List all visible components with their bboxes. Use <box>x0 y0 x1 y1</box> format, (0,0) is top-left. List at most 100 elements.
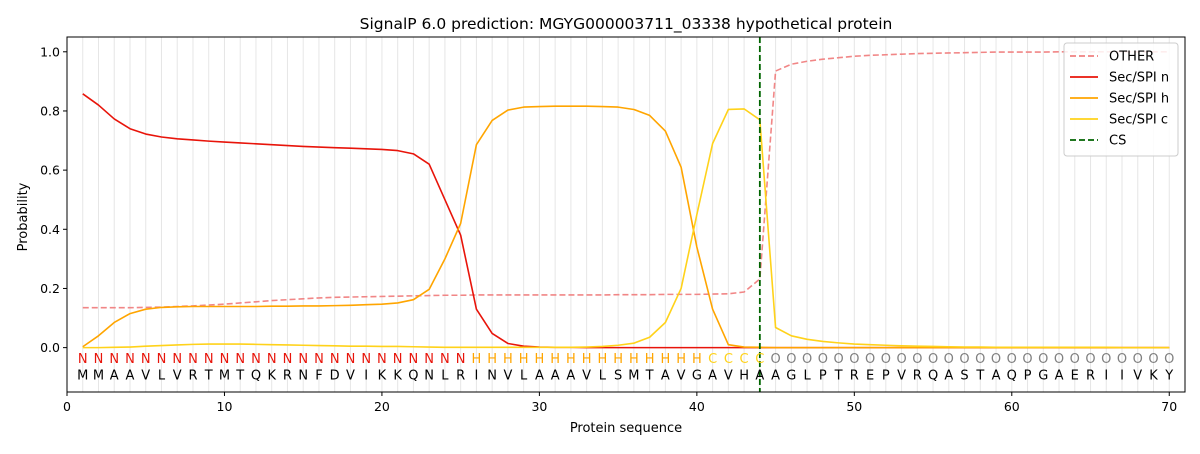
residue-label: M <box>628 369 639 384</box>
residue-label: K <box>378 369 387 384</box>
region-label: O <box>833 352 843 367</box>
region-label: O <box>1022 352 1032 367</box>
residue-label: K <box>393 369 402 384</box>
region-label: N <box>78 352 88 367</box>
legend: OTHER Sec/SPI n Sec/SPI h Sec/SPI c CS <box>1063 42 1179 157</box>
region-label: N <box>204 352 214 367</box>
residue-label: G <box>692 369 702 384</box>
region-label: N <box>330 352 340 367</box>
residue-label: V <box>724 369 733 384</box>
residue-label: Y <box>1164 369 1173 384</box>
residue-label: V <box>582 369 591 384</box>
residue-label: I <box>1104 369 1108 384</box>
residue-label: M <box>93 369 104 384</box>
region-label: O <box>1164 352 1174 367</box>
region-label: H <box>472 352 482 367</box>
x-tick-label: 10 <box>217 399 233 414</box>
residue-label: A <box>1055 369 1064 384</box>
region-label: N <box>251 352 261 367</box>
residue-label: L <box>158 369 166 384</box>
region-label: H <box>519 352 529 367</box>
chart-title: SignalP 6.0 prediction: MGYG000003711_03… <box>360 15 893 34</box>
series-line-0 <box>82 50 1170 309</box>
residue-label: G <box>786 369 796 384</box>
residue-label: V <box>346 369 355 384</box>
region-label: O <box>912 352 922 367</box>
residue-label: A <box>755 369 764 384</box>
residue-label: L <box>520 369 528 384</box>
legend-label: Sec/SPI n <box>1109 71 1169 86</box>
region-label: N <box>377 352 387 367</box>
x-tick-label: 60 <box>1004 399 1020 414</box>
region-label: H <box>597 352 607 367</box>
region-label: O <box>786 352 796 367</box>
region-label: N <box>283 352 293 367</box>
series-line-3 <box>82 108 1170 349</box>
residue-label: T <box>204 369 213 384</box>
residue-label: I <box>364 369 368 384</box>
x-tick-label: 0 <box>63 399 71 414</box>
residue-label: A <box>535 369 544 384</box>
residue-label: V <box>677 369 686 384</box>
region-label: H <box>676 352 686 367</box>
region-label: O <box>896 352 906 367</box>
region-label: N <box>220 352 230 367</box>
residue-label: K <box>267 369 276 384</box>
plot-frame <box>66 36 1186 393</box>
region-label: N <box>409 352 419 367</box>
residue-label: T <box>235 369 244 384</box>
residue-label: Q <box>1007 369 1017 384</box>
region-label: H <box>613 352 623 367</box>
residue-label: V <box>897 369 906 384</box>
region-label: O <box>849 352 859 367</box>
residue-label: G <box>1038 369 1048 384</box>
region-label: H <box>645 352 655 367</box>
residue-label: R <box>283 369 292 384</box>
residue-label: L <box>441 369 449 384</box>
region-label: N <box>456 352 466 367</box>
region-label: H <box>487 352 497 367</box>
region-label: H <box>629 352 639 367</box>
region-label: O <box>1133 352 1143 367</box>
residue-label: S <box>614 369 622 384</box>
region-label: O <box>959 352 969 367</box>
region-label: N <box>141 352 151 367</box>
region-label: O <box>802 352 812 367</box>
region-label: O <box>1101 352 1111 367</box>
y-axis-label: Probability <box>16 182 31 251</box>
x-tick-label: 50 <box>846 399 862 414</box>
region-label: N <box>109 352 119 367</box>
residue-label: F <box>315 369 322 384</box>
residue-label: T <box>975 369 984 384</box>
region-label: H <box>503 352 513 367</box>
region-label: N <box>346 352 356 367</box>
region-label: N <box>298 352 308 367</box>
region-label: H <box>535 352 545 367</box>
x-tick-label: 70 <box>1161 399 1177 414</box>
residue-label: V <box>1133 369 1142 384</box>
legend-label: OTHER <box>1109 50 1154 65</box>
region-label: O <box>928 352 938 367</box>
region-label: N <box>267 352 277 367</box>
residue-label: A <box>566 369 575 384</box>
region-label: O <box>770 352 780 367</box>
residue-label: R <box>456 369 465 384</box>
region-label: N <box>94 352 104 367</box>
region-label: N <box>188 352 198 367</box>
region-label: O <box>1007 352 1017 367</box>
region-label: O <box>818 352 828 367</box>
region-label: O <box>1117 352 1127 367</box>
region-label: N <box>172 352 182 367</box>
region-label: O <box>991 352 1001 367</box>
x-tick-label: 20 <box>374 399 390 414</box>
residue-label: H <box>739 369 749 384</box>
y-tick-label: 0.6 <box>40 163 60 178</box>
residue-label: P <box>1024 369 1032 384</box>
residue-label: T <box>834 369 843 384</box>
region-label: O <box>1054 352 1064 367</box>
residue-label: V <box>141 369 150 384</box>
region-label: O <box>881 352 891 367</box>
region-label: O <box>944 352 954 367</box>
x-tick-label: 40 <box>689 399 705 414</box>
